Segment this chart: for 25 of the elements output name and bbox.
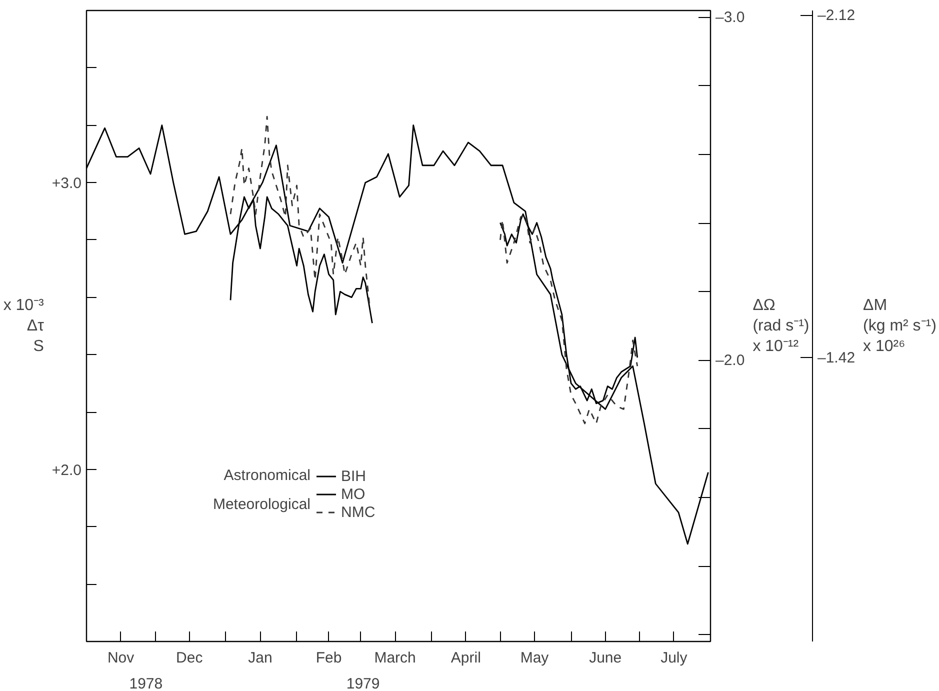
annotation: Meteorological [212, 496, 311, 513]
y2-tick-label: –3.0 [716, 8, 745, 26]
x-tick-label: May [520, 650, 550, 666]
legend-label: MO [341, 485, 366, 503]
y3-tick-label: –1.42 [818, 349, 856, 366]
y3-tick-label: –2.12 [818, 6, 856, 24]
x-tick-label: Nov [107, 650, 135, 666]
x-tick-label: Dec [176, 650, 204, 666]
annotation: Astronomical [224, 467, 311, 484]
x-tick-label: April [450, 650, 481, 666]
y-tick-label: +3.0 [52, 175, 82, 192]
x-tick-label: Feb [316, 650, 342, 666]
legend-label: BIH [341, 467, 366, 485]
y2-tick-label: –2.0 [716, 352, 745, 369]
legend-label: NMC [341, 503, 376, 521]
x2-tick-label: 1978 [129, 676, 163, 691]
y-tick-label: +2.0 [52, 462, 82, 479]
y-axis-title: x 10⁻³ Δτ S [3, 297, 45, 355]
x-tick-label: Jan [248, 650, 272, 666]
x2-tick-label: 1979 [346, 676, 380, 691]
x-tick-label: July [660, 650, 688, 666]
x-tick-label: March [374, 650, 416, 666]
y3-axis-title: ΔM (kg m² s⁻¹) x 10²⁶ [863, 297, 936, 355]
y2-axis-title: ΔΩ (rad s⁻¹) x 10⁻¹² [752, 297, 810, 355]
x-tick-label: June [589, 650, 622, 666]
